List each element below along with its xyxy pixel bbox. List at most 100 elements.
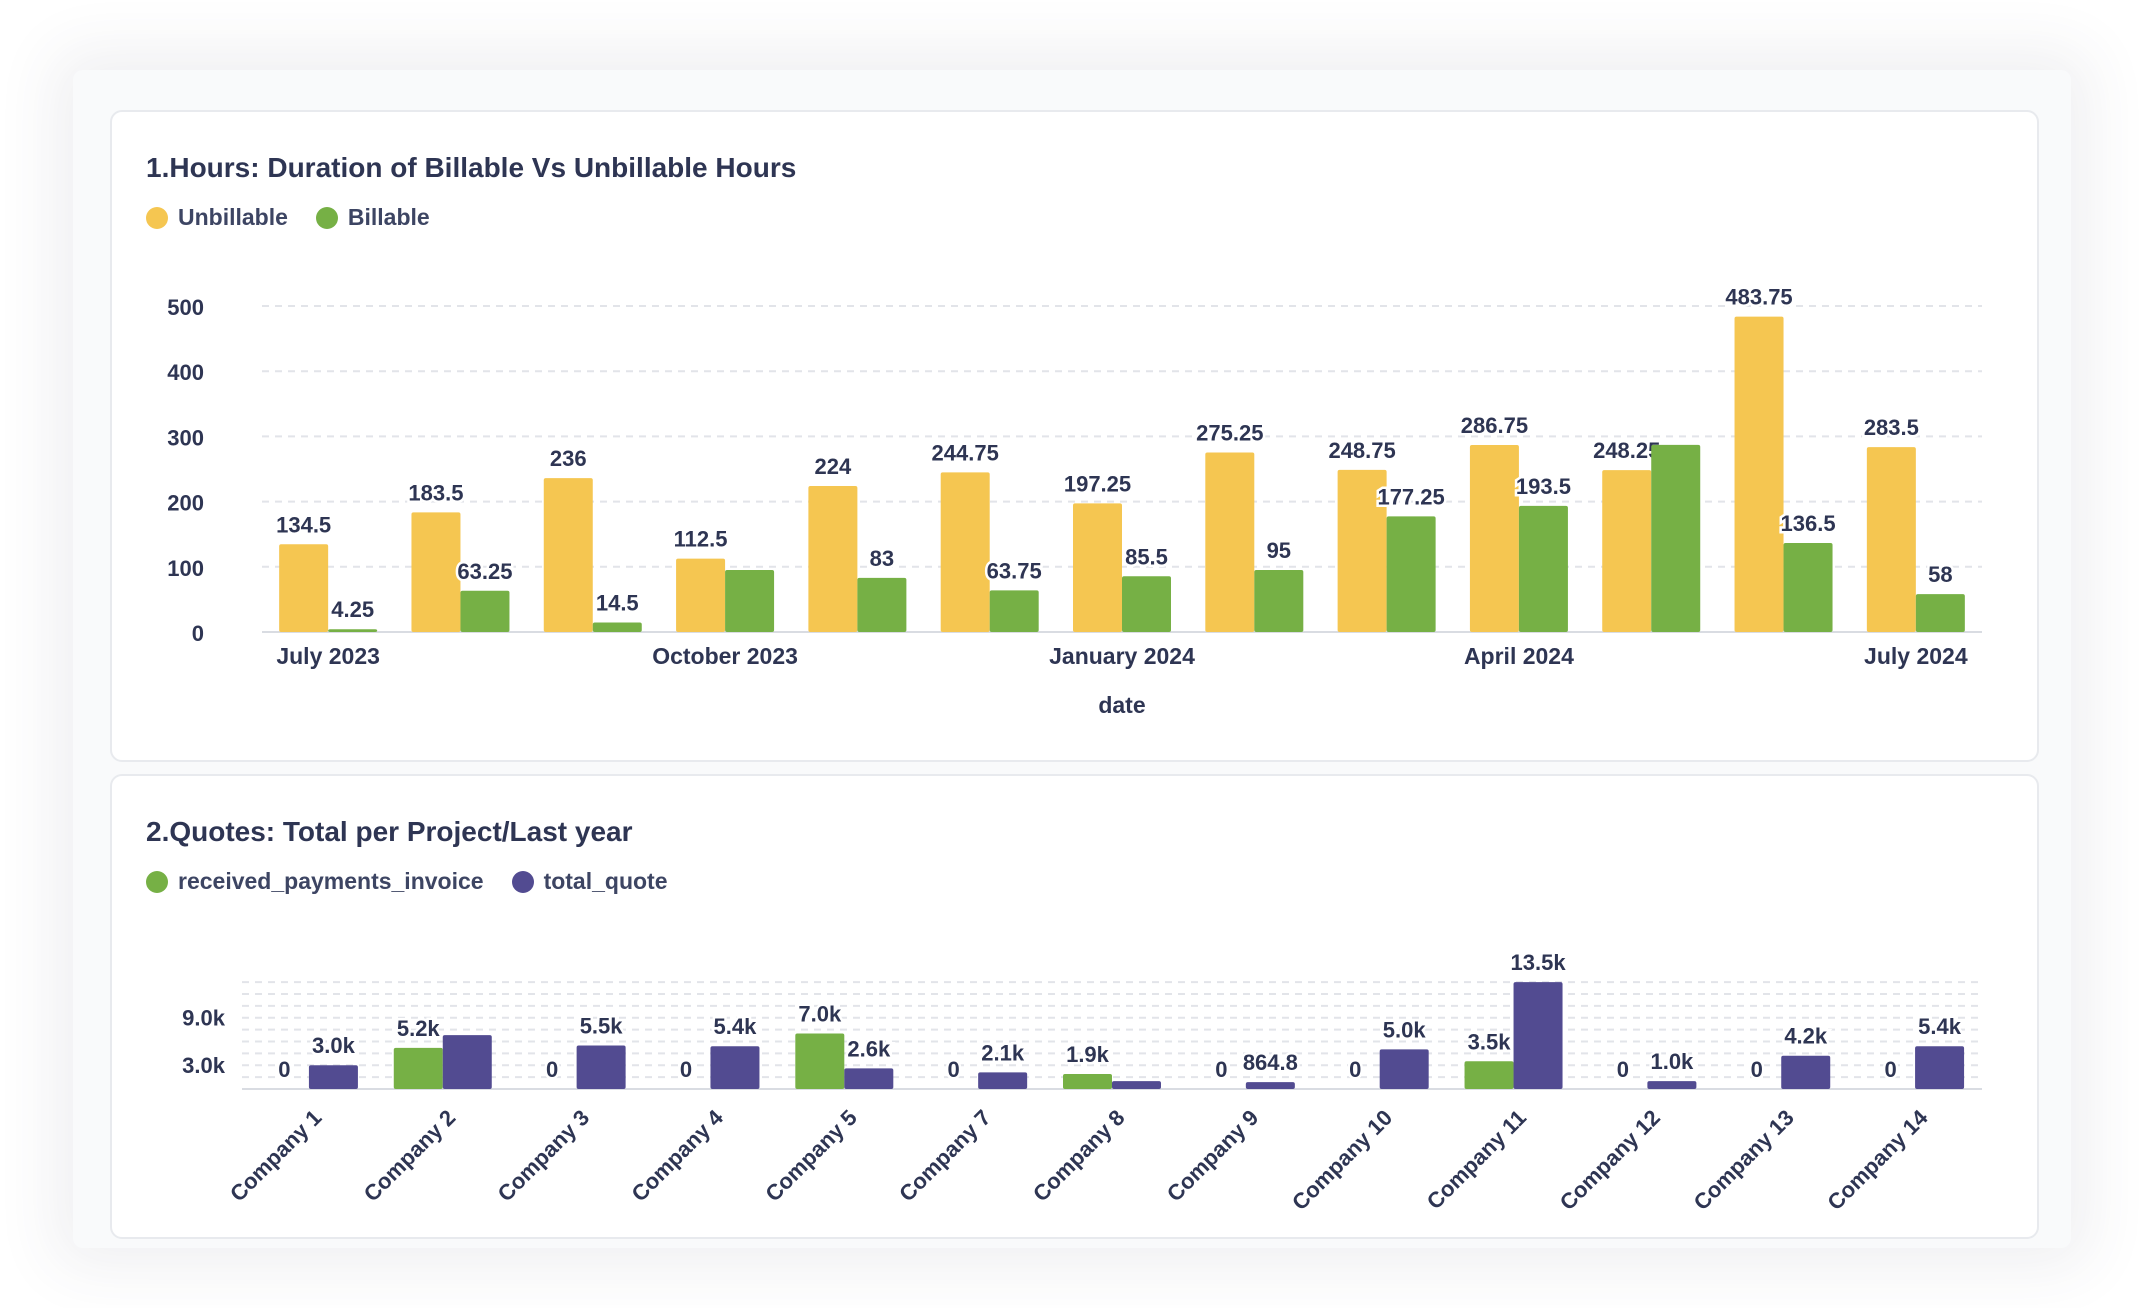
legend-label: Unbillable [178,204,288,230]
data-label: 5.5k [580,1013,624,1038]
x-tick-label: Company 10 [1287,1105,1397,1215]
bar-unbillable [279,544,329,632]
data-label: 1.9k [1066,1042,1110,1067]
data-label: 483.75 [1725,285,1792,310]
chart-legend: Unbillable Billable [146,204,430,231]
data-label: 136.5 [1781,511,1836,536]
x-tick-label: Company 14 [1822,1104,1933,1215]
bar-total-quote [1915,1046,1965,1089]
bar-billable [1651,444,1701,632]
x-tick-label: October 2023 [652,643,798,669]
data-label: 248.25 [1593,438,1660,463]
y-tick-label: 100 [167,556,204,581]
data-label: 0 [1215,1057,1227,1082]
data-label: 0 [1617,1057,1629,1082]
legend-item-billable[interactable]: Billable [315,204,430,231]
y-tick-label: 300 [167,425,204,450]
bar-received-payments-invoice [795,1033,845,1089]
data-label: 283.5 [1864,415,1919,440]
bar-unbillable [808,485,858,632]
bar-received-payments-invoice [393,1047,443,1089]
data-label: 7.0k [798,1002,842,1027]
legend-label: received_payments_invoice [178,868,484,894]
bar-total-quote [1379,1049,1429,1089]
data-label: 864.8 [1243,1050,1298,1075]
bar-received-payments-invoice [1464,1061,1514,1089]
bar-billable [1254,570,1304,632]
bar-unbillable [1073,503,1122,632]
data-label: 0 [1349,1057,1361,1082]
chart-legend: received_payments_invoice total_quote [146,868,668,895]
data-label: 286.75 [1461,413,1528,438]
data-label: 4.25 [331,597,374,622]
legend-item-total-quote[interactable]: total_quote [511,868,668,895]
data-label: 83 [870,546,894,571]
data-label: 275.25 [1196,421,1263,446]
bar-unbillable [1337,469,1387,632]
data-label: 0 [948,1057,960,1082]
hours-bar-chart: 0 100 200 300 400 500 134.5 4.25 183.5 63.25 236 14… [167,282,1982,718]
x-tick-label: Company 1 [225,1105,327,1207]
legend-item-received-payments[interactable]: received_payments_invoice [146,868,484,895]
bar-total-quote [442,1035,492,1089]
bar-unbillable [1866,447,1916,632]
bar-total-quote [1781,1055,1831,1089]
bar-billable [1783,543,1833,632]
y-tick-label: 3.0k [182,1053,226,1078]
x-axis-title: date [1098,692,1145,718]
data-label: 3.5k [1468,1029,1512,1054]
legend-item-unbillable[interactable]: Unbillable [146,204,288,231]
data-label: 0 [278,1057,290,1082]
bar-total-quote [844,1068,894,1089]
bar-billable [460,590,510,632]
chart-title: 1.Hours: Duration of Billable Vs Unbilla… [146,152,797,183]
bar-billable [1915,594,1965,632]
data-label: 236 [550,446,587,471]
bar-billable [857,577,907,632]
y-tick-label: 200 [167,491,204,516]
legend-dot-icon [511,870,534,893]
x-tick-label: Company 3 [493,1105,595,1207]
bar-unbillable [1602,470,1652,632]
data-label: 197.25 [1064,471,1131,496]
data-label: 248.75 [1328,438,1395,463]
data-label: 85.5 [1125,544,1168,569]
bar-unbillable [1469,445,1519,632]
y-tick-label: 400 [167,360,204,385]
bar-received-payments-invoice [1063,1073,1112,1089]
data-label: 244.75 [932,440,999,465]
bar-unbillable [676,558,726,632]
y-tick-label: 500 [167,295,204,320]
bar-total-quote [710,1046,760,1089]
x-tick-label: Company 12 [1555,1105,1665,1215]
legend-label: total_quote [543,868,668,894]
y-tick-label: 0 [192,621,204,646]
data-label: 63.75 [987,558,1042,583]
legend-dot-icon [146,870,168,893]
bar-billable [328,629,378,632]
bar-unbillable [1205,452,1255,632]
data-label: 5.0k [1383,1017,1427,1042]
bar-total-quote [308,1065,358,1089]
data-label: 0 [1751,1057,1763,1082]
data-label: 0 [1884,1057,1896,1082]
data-label: 0 [546,1057,558,1082]
quotes-bar-chart: 3.0k 9.0k 0 3.0k Company 1 5.2k Company 2 0 5.5k… [182,948,1982,1215]
bar-total-quote [1647,1081,1697,1089]
bar-billable [725,570,775,632]
data-label: 134.5 [276,512,331,537]
bar-unbillable [543,478,593,632]
x-tick-label: Company 8 [1028,1105,1130,1207]
data-label: 4.2k [1784,1024,1828,1049]
bar-unbillable [411,512,461,632]
bar-billable [1386,516,1436,632]
x-tick-label: Company 7 [894,1105,996,1207]
data-label: 224 [815,454,852,479]
bar-unbillable [940,472,990,632]
data-label: 58 [1928,562,1952,587]
data-label: 3.0k [312,1033,356,1058]
data-label: 0 [680,1057,692,1082]
x-tick-label: Company 5 [760,1105,862,1207]
x-tick-label: Company 11 [1422,1105,1531,1214]
data-label: 177.25 [1377,484,1444,509]
